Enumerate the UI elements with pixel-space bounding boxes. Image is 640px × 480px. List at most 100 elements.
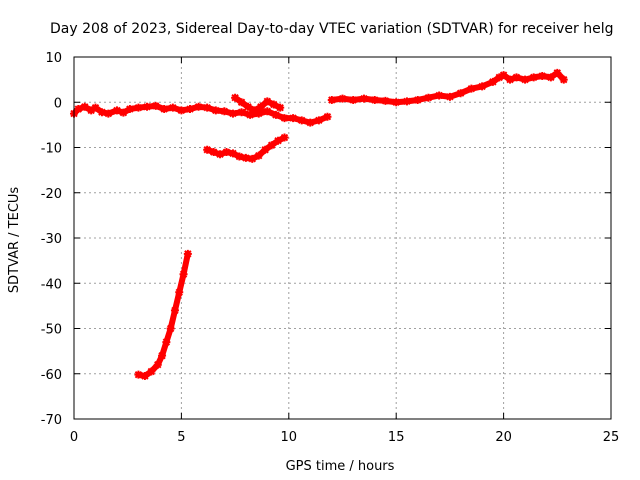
data-point: [254, 151, 263, 160]
data-point: [349, 95, 358, 104]
y-tick-label: -70: [41, 413, 62, 428]
data-point: [143, 102, 152, 111]
data-point: [338, 94, 347, 103]
x-axis-ticks: 0 5 10 15 20 25: [70, 57, 619, 445]
data-point: [151, 101, 160, 110]
data-point: [413, 95, 422, 104]
data-point: [87, 106, 96, 115]
y-tick-label: -60: [41, 368, 62, 383]
data-point: [521, 75, 530, 84]
y-tick-label: -20: [41, 187, 62, 202]
data-point: [499, 71, 508, 80]
data-point: [512, 73, 521, 82]
data-point: [274, 136, 283, 145]
data-point: [538, 72, 547, 81]
data-point: [546, 73, 555, 82]
data-point: [370, 95, 379, 104]
data-point: [280, 114, 289, 123]
data-point: [306, 118, 315, 127]
data-point: [237, 98, 246, 107]
data-point: [194, 102, 203, 111]
data-series: [70, 68, 568, 381]
y-axis-ticks: 10 0 -10 -20 -30 -40 -50 -60 -70: [41, 51, 611, 428]
data-point: [74, 105, 83, 114]
y-tick-label: 10: [45, 51, 62, 66]
data-point: [153, 360, 162, 369]
data-point: [216, 150, 225, 159]
series-upper-branch: [231, 93, 285, 115]
data-point: [269, 100, 278, 109]
y-tick-label: -50: [41, 323, 62, 338]
data-point: [228, 149, 237, 158]
data-point: [209, 148, 218, 157]
data-point: [488, 77, 497, 86]
data-point: [559, 75, 568, 84]
data-point: [435, 91, 444, 100]
x-tick-label: 5: [177, 430, 185, 445]
data-point: [241, 153, 250, 162]
data-point: [158, 351, 167, 360]
data-point: [112, 106, 121, 115]
data-point: [297, 116, 306, 125]
data-point: [211, 106, 220, 115]
data-point: [231, 93, 240, 102]
data-point: [177, 106, 186, 115]
data-point: [271, 110, 280, 119]
data-point: [170, 306, 179, 315]
data-point: [125, 105, 134, 114]
data-point: [359, 94, 368, 103]
series-steep-drop: [134, 249, 192, 381]
data-point: [160, 105, 169, 114]
data-point: [147, 367, 156, 376]
data-point: [185, 105, 194, 114]
data-point: [203, 103, 212, 112]
data-point: [263, 97, 272, 106]
data-point: [402, 97, 411, 106]
y-tick-label: 0: [54, 96, 62, 111]
data-point: [220, 107, 229, 116]
data-point: [267, 141, 276, 150]
series-main-track: [70, 101, 332, 127]
series-late-track: [327, 68, 568, 107]
y-axis-label: SDTVAR / TECUs: [7, 187, 22, 294]
data-point: [250, 106, 259, 115]
data-point: [97, 108, 106, 117]
y-tick-label: -40: [41, 277, 62, 292]
data-point: [263, 107, 272, 116]
x-tick-label: 15: [388, 430, 405, 445]
data-point: [162, 338, 171, 347]
data-point: [166, 324, 175, 333]
x-tick-label: 0: [70, 430, 78, 445]
data-point: [424, 93, 433, 102]
x-axis-label: GPS time / hours: [286, 459, 395, 474]
data-point: [467, 84, 476, 93]
data-point: [222, 148, 231, 157]
data-point: [289, 114, 298, 123]
data-point: [134, 103, 143, 112]
data-point: [323, 112, 332, 121]
x-tick-label: 10: [281, 430, 298, 445]
chart-title: Day 208 of 2023, Sidereal Day-to-day VTE…: [50, 21, 613, 37]
data-point: [104, 109, 113, 118]
data-point: [261, 145, 270, 154]
data-point: [119, 108, 128, 117]
data-point: [175, 288, 184, 297]
data-point: [327, 95, 336, 104]
data-point: [80, 102, 89, 111]
x-tick-label: 20: [495, 430, 512, 445]
data-point: [179, 270, 188, 279]
series-mid-dip: [203, 133, 289, 163]
data-point: [235, 152, 244, 161]
data-point: [256, 102, 265, 111]
data-point: [478, 82, 487, 91]
data-point: [134, 370, 143, 379]
data-point: [495, 73, 504, 82]
data-point: [529, 73, 538, 82]
data-point: [248, 154, 257, 163]
data-point: [140, 372, 149, 381]
data-point: [183, 249, 192, 258]
data-point: [553, 68, 562, 77]
data-point: [203, 145, 212, 154]
data-point: [276, 103, 285, 112]
